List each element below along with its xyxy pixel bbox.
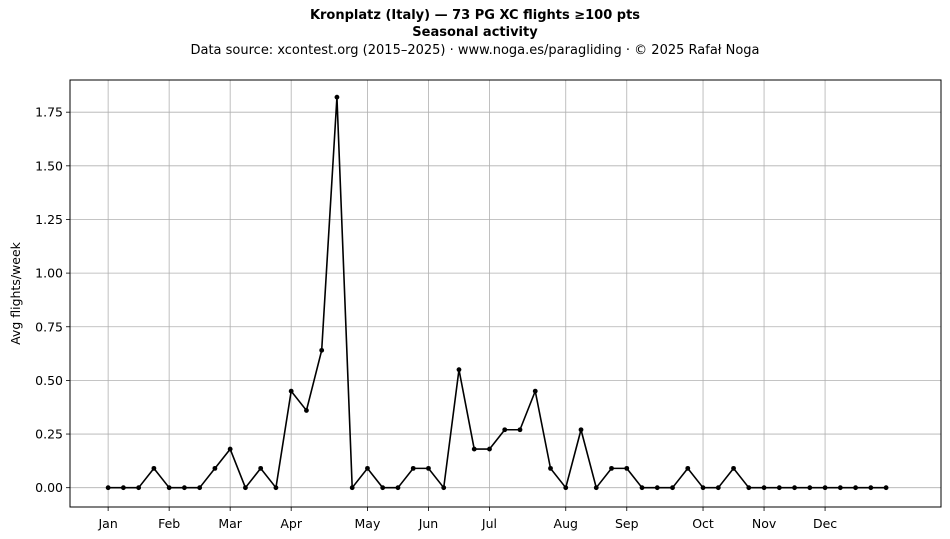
data-point: [532, 388, 538, 394]
data-point: [273, 485, 279, 491]
data-point: [670, 485, 675, 491]
data-point: [487, 446, 492, 452]
x-tick-label: Jan: [97, 516, 117, 531]
x-tick-label: Dec: [813, 516, 837, 531]
series-avg-flights: [105, 94, 889, 491]
chart-source-line: Data source: xcontest.org (2015–2025) · …: [190, 43, 760, 58]
data-point: [395, 485, 401, 491]
data-point: [715, 485, 721, 491]
y-tick-label: 0.25: [35, 427, 63, 442]
data-point: [502, 427, 508, 433]
x-tick-label: Nov: [752, 516, 777, 531]
plot-frame: [69, 79, 942, 508]
data-point: [761, 485, 767, 491]
data-point: [365, 465, 370, 471]
data-point: [578, 427, 584, 433]
data-point: [654, 485, 660, 491]
y-tick-label: 1.50: [35, 158, 63, 173]
x-tick-label: Mar: [218, 516, 242, 531]
chart-title: Kronplatz (Italy) — 73 PG XC flights ≥10…: [309, 8, 641, 23]
data-point: [227, 446, 233, 452]
y-tick-label: 0.50: [35, 373, 63, 388]
data-point: [883, 485, 889, 491]
y-tick-label: 1.75: [35, 105, 63, 120]
data-point: [746, 485, 752, 491]
x-tick-label: Jun: [418, 516, 439, 531]
x-tick-label: Apr: [280, 516, 302, 531]
data-point: [471, 446, 477, 452]
chart-subtitle: Seasonal activity: [412, 25, 538, 40]
data-point: [212, 465, 218, 471]
data-point: [136, 485, 142, 491]
data-point: [319, 347, 325, 353]
data-point: [563, 485, 569, 491]
data-point: [258, 465, 264, 471]
data-point: [822, 485, 828, 491]
x-tick-label: Sep: [615, 516, 639, 531]
data-point: [426, 465, 431, 471]
data-point: [105, 485, 111, 491]
data-point: [853, 485, 858, 491]
x-tick-label: Oct: [692, 516, 714, 531]
data-point: [349, 485, 355, 491]
data-point: [624, 465, 630, 471]
data-point: [700, 485, 706, 491]
grid: [70, 80, 941, 507]
data-point: [288, 388, 294, 394]
y-tick-label: 1.00: [35, 266, 63, 281]
data-point: [243, 485, 248, 491]
data-point: [593, 485, 599, 491]
data-point: [868, 485, 874, 491]
y-tick-label: 0.00: [35, 480, 63, 495]
data-point: [639, 485, 645, 491]
x-tick-label: Feb: [158, 516, 180, 531]
data-point: [776, 485, 782, 491]
data-point: [548, 465, 553, 471]
data-point: [792, 485, 797, 491]
data-point: [441, 485, 447, 491]
data-point: [685, 465, 691, 471]
data-point: [151, 465, 157, 471]
data-point: [334, 94, 340, 100]
data-point: [166, 485, 172, 491]
data-point: [807, 485, 813, 491]
data-point: [731, 465, 736, 471]
data-point: [609, 465, 614, 471]
data-point: [182, 485, 187, 491]
data-point: [120, 485, 126, 491]
data-point: [410, 465, 416, 471]
y-tick-label: 1.25: [35, 212, 63, 227]
series-line: [108, 96, 887, 489]
data-point: [517, 427, 523, 433]
data-point: [304, 408, 309, 413]
y-tick-label: 0.75: [35, 319, 63, 334]
axis-ticks: 0.00 0.25 0.50 0.75 1.00 1.25 1.50 1.75 Jan Feb Ma…: [35, 105, 837, 531]
x-tick-label: Aug: [554, 516, 578, 531]
y-axis-label: Avg flights/week: [8, 241, 23, 345]
x-tick-label: Jul: [481, 516, 497, 531]
data-point: [837, 485, 843, 491]
data-point: [456, 367, 462, 373]
data-point: [197, 485, 203, 491]
x-tick-label: May: [355, 516, 381, 531]
data-point: [380, 485, 386, 491]
